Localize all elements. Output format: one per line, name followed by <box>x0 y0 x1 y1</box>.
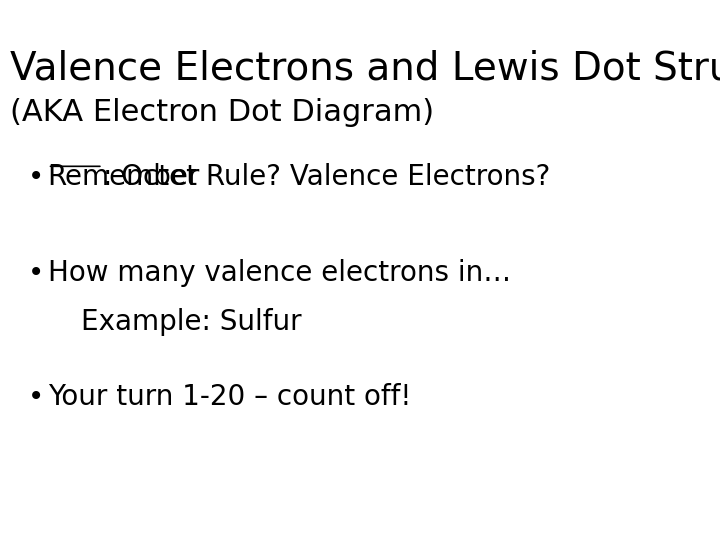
Text: Example: Sulfur: Example: Sulfur <box>81 308 301 335</box>
Text: Remember: Remember <box>48 163 200 191</box>
Text: Valence Electrons and Lewis Dot Structure: Valence Electrons and Lewis Dot Structur… <box>10 50 720 87</box>
Text: •: • <box>28 383 44 411</box>
Text: Your turn 1-20 – count off!: Your turn 1-20 – count off! <box>48 383 411 411</box>
Text: : Octet Rule? Valence Electrons?: : Octet Rule? Valence Electrons? <box>103 163 550 191</box>
Text: How many valence electrons in…: How many valence electrons in… <box>48 259 510 287</box>
Text: (AKA Electron Dot Diagram): (AKA Electron Dot Diagram) <box>9 98 433 127</box>
Text: •: • <box>28 163 44 191</box>
Text: •: • <box>28 259 44 287</box>
